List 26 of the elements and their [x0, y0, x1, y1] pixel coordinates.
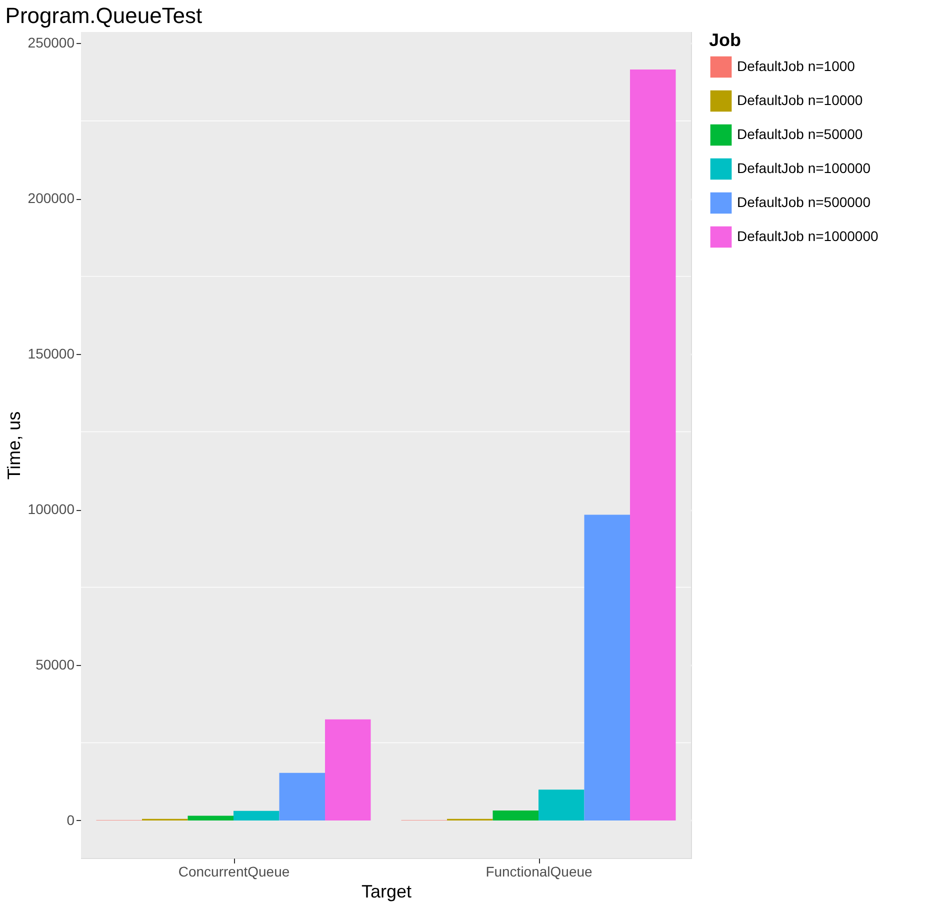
- bar: [630, 70, 676, 820]
- bar: [325, 719, 371, 820]
- x-tick-label: ConcurrentQueue: [178, 864, 290, 880]
- legend-label: DefaultJob n=1000000: [737, 228, 878, 244]
- y-tick-label: 200000: [28, 190, 75, 206]
- legend-title: Job: [709, 30, 742, 50]
- x-tick-label: FunctionalQueue: [486, 864, 593, 880]
- y-tick-label: 250000: [28, 34, 75, 51]
- legend-label: DefaultJob n=100000: [737, 160, 871, 176]
- x-axis-title: Target: [361, 882, 412, 902]
- y-tick-label: 150000: [28, 346, 75, 362]
- legend-label: DefaultJob n=500000: [737, 194, 871, 210]
- y-tick-label: 100000: [28, 501, 75, 518]
- y-tick-label: 0: [66, 812, 75, 828]
- bar: [234, 810, 280, 820]
- bar: [492, 810, 538, 820]
- bar: [584, 514, 630, 820]
- bar: [279, 772, 325, 820]
- y-axis-title: Time, us: [4, 411, 24, 480]
- y-tick-label: 50000: [36, 656, 75, 672]
- legend-label: DefaultJob n=50000: [737, 126, 863, 142]
- bar: [538, 790, 584, 820]
- chart-title: Program.QueueTest: [5, 3, 202, 28]
- bar: [188, 816, 234, 820]
- legend-label: DefaultJob n=10000: [737, 92, 863, 108]
- legend-label: DefaultJob n=1000: [737, 58, 856, 74]
